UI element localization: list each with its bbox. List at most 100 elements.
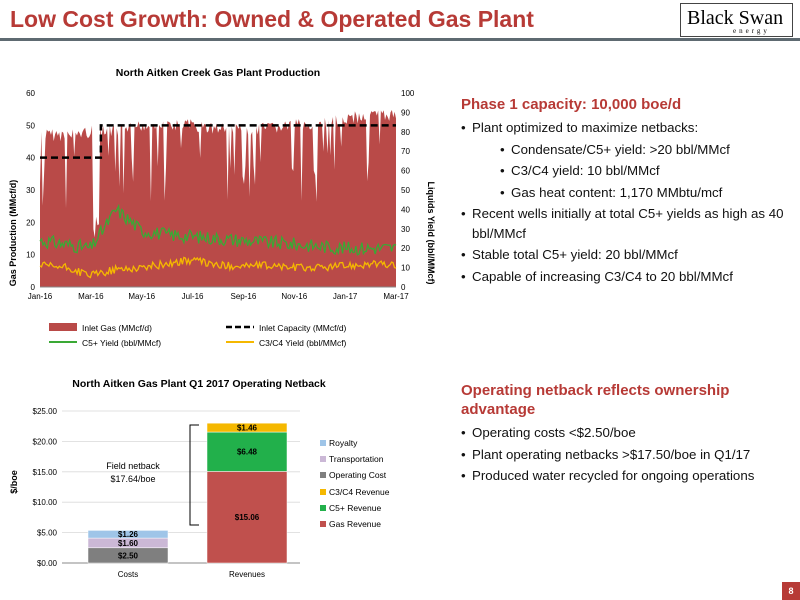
c5-yield-line: [39, 203, 397, 256]
transportation-segment-label: $1.60: [118, 539, 139, 548]
production-x-tick: Jan-17: [333, 292, 358, 301]
production-y2-tick: 70: [401, 147, 410, 156]
netback-x-tick: Costs: [118, 570, 138, 579]
production-y-axis-label: Gas Production (MMcf/d): [8, 180, 18, 287]
legend-swatch-c5-revenue: [320, 505, 326, 511]
netback-x-tick: Revenues: [229, 570, 265, 579]
production-x-tick: Mar-16: [78, 292, 104, 301]
production-y2-tick: 10: [401, 264, 410, 273]
netback-bars: $2.50 $1.60$1.26 $15.06 $6.48 $1.46: [87, 422, 288, 564]
logo-text: Black Swan: [687, 7, 784, 29]
netback-y-axis-label: $/boe: [9, 470, 19, 494]
production-x-tick: May-16: [128, 292, 155, 301]
production-y2-tick: 20: [401, 244, 410, 253]
netback-y-tick: $25.00: [33, 407, 58, 416]
production-y-tick: 20: [26, 218, 35, 227]
legend-swatch-transportation: [320, 456, 326, 462]
phase1-sub-bullet-2: C3/C4 yield: 10 bbl/MMcf: [461, 161, 791, 181]
production-y2-tick: 90: [401, 108, 410, 117]
production-x-tick: Sep-16: [231, 292, 257, 301]
c3c4-yield-line: [39, 256, 397, 279]
inlet-gas-area: [40, 110, 396, 287]
slide-title: Low Cost Growth: Owned & Operated Gas Pl…: [10, 6, 534, 32]
gas-revenue-segment: [206, 471, 288, 564]
phase1-bullet-4: Capable of increasing C3/C4 to 20 bbl/MM…: [461, 267, 791, 287]
legend-label-c5-yield: C5+ Yield (bbl/MMcf): [82, 338, 161, 348]
field-netback-annotation: Field netback $17.64/boe: [106, 424, 199, 526]
netback-legend: Royalty Transportation Operating Cost C3…: [320, 438, 390, 529]
royalty-segment: [87, 530, 169, 539]
production-y2-tick: 0: [401, 283, 406, 292]
legend-swatch-royalty: [320, 440, 326, 446]
legend-label-inlet-capacity: Inlet Capacity (MMcf/d): [259, 323, 347, 333]
production-y2-axis-label: Liquids Yield (bbl/MMcf): [426, 182, 436, 285]
production-chart-title: North Aitken Creek Gas Plant Production: [116, 67, 320, 79]
netback-y-tick: $15.00: [33, 468, 58, 477]
inlet-capacity-line: [40, 124, 396, 159]
netback-chart: North Aitken Gas Plant Q1 2017 Operating…: [9, 378, 390, 579]
production-y2-tick: 40: [401, 205, 410, 214]
production-y2-tick: 60: [401, 167, 410, 176]
netback-chart-title: North Aitken Gas Plant Q1 2017 Operating…: [72, 378, 326, 390]
legend-label-gas-revenue: Gas Revenue: [329, 519, 381, 529]
production-y2-tick: 50: [401, 186, 410, 195]
page-number: 8: [782, 582, 800, 600]
legend-swatch-c3c4-revenue: [320, 489, 326, 495]
netback-bullet-1: Operating costs <$2.50/boe: [461, 423, 791, 443]
netback-heading: Operating netback reflects ownership adv…: [461, 382, 730, 418]
production-x-tick: Jul-16: [182, 292, 204, 301]
royalty-segment-label: $1.26: [118, 530, 139, 539]
production-y2-tick: 30: [401, 225, 410, 234]
production-y-tick: 30: [26, 186, 35, 195]
phase1-section: Phase 1 capacity: 10,000 boe/d Plant opt…: [461, 95, 791, 286]
company-logo: Black Swan energy: [680, 3, 793, 37]
legend-label-royalty: Royalty: [329, 438, 358, 448]
netback-y-tick: $20.00: [33, 437, 58, 446]
c3c4-revenue-segment: [206, 422, 288, 433]
phase1-sub-bullet-3: Gas heat content: 1,170 MMbtu/mcf: [461, 183, 791, 203]
production-y-tick: 10: [26, 251, 35, 260]
netback-y-tick: $0.00: [37, 559, 58, 568]
phase1-sub-bullet-1: Condensate/C5+ yield: >20 bbl/MMcf: [461, 140, 791, 160]
legend-label-c3c4-yield: C3/C4 Yield (bbl/MMcf): [259, 338, 347, 348]
phase1-bullet-1: Plant optimized to maximize netbacks:: [461, 118, 791, 138]
legend-label-c3c4-revenue: C3/C4 Revenue: [329, 487, 390, 497]
production-lines: [39, 124, 397, 279]
annotation-bracket: [189, 424, 199, 526]
netback-section: Operating netback reflects ownership adv…: [461, 381, 791, 486]
phase1-heading: Phase 1 capacity: 10,000 boe/d: [461, 96, 682, 113]
production-y-tick: 60: [26, 89, 35, 98]
title-divider: [0, 38, 800, 41]
production-axes: 0 10 20 30 40 50 60 0 10 20 30 40 50 60 70 80 90 100 Jan-1…: [26, 89, 415, 301]
phase1-bullet-2: Recent wells initially at total C5+ yiel…: [461, 204, 791, 243]
c3c4-revenue-segment-label: $1.46: [237, 424, 258, 433]
netback-y-tick: $10.00: [33, 498, 58, 507]
c5-revenue-segment-label: $6.48: [237, 448, 258, 457]
inlet-gas-area-shape: [40, 110, 396, 287]
netback-y-tick: $5.00: [37, 529, 58, 538]
phase1-bullet-3: Stable total C5+ yield: 20 bbl/MMcf: [461, 245, 791, 265]
production-y-tick: 40: [26, 154, 35, 163]
annotation-line-1: Field netback: [106, 461, 160, 471]
netback-bullet-3: Produced water recycled for ongoing oper…: [461, 466, 791, 486]
operating-cost-segment-label: $2.50: [118, 551, 139, 560]
netback-bullet-2: Plant operating netbacks >$17.50/boe in …: [461, 445, 791, 465]
production-y-tick: 50: [26, 121, 35, 130]
gas-revenue-segment-label: $15.06: [235, 513, 260, 522]
production-y-tick: 0: [31, 283, 36, 292]
production-x-tick: Nov-16: [281, 292, 307, 301]
annotation-line-2: $17.64/boe: [110, 474, 155, 484]
production-x-tick: Jan-16: [28, 292, 53, 301]
legend-label-transportation: Transportation: [329, 454, 384, 464]
production-chart: North Aitken Creek Gas Plant Production …: [8, 67, 436, 348]
legend-swatch-operating-cost: [320, 472, 326, 478]
logo-subtext: energy: [733, 27, 770, 35]
production-legend: Inlet Gas (MMcf/d) Inlet Capacity (MMcf/…: [49, 323, 347, 348]
legend-swatch-inlet-gas: [49, 323, 77, 331]
production-y2-tick: 80: [401, 128, 410, 137]
legend-label-c5-revenue: C5+ Revenue: [329, 503, 381, 513]
production-y2-tick: 100: [401, 89, 415, 98]
legend-label-inlet-gas: Inlet Gas (MMcf/d): [82, 323, 152, 333]
c5-revenue-segment: [206, 431, 288, 472]
legend-label-operating-cost: Operating Cost: [329, 470, 387, 480]
